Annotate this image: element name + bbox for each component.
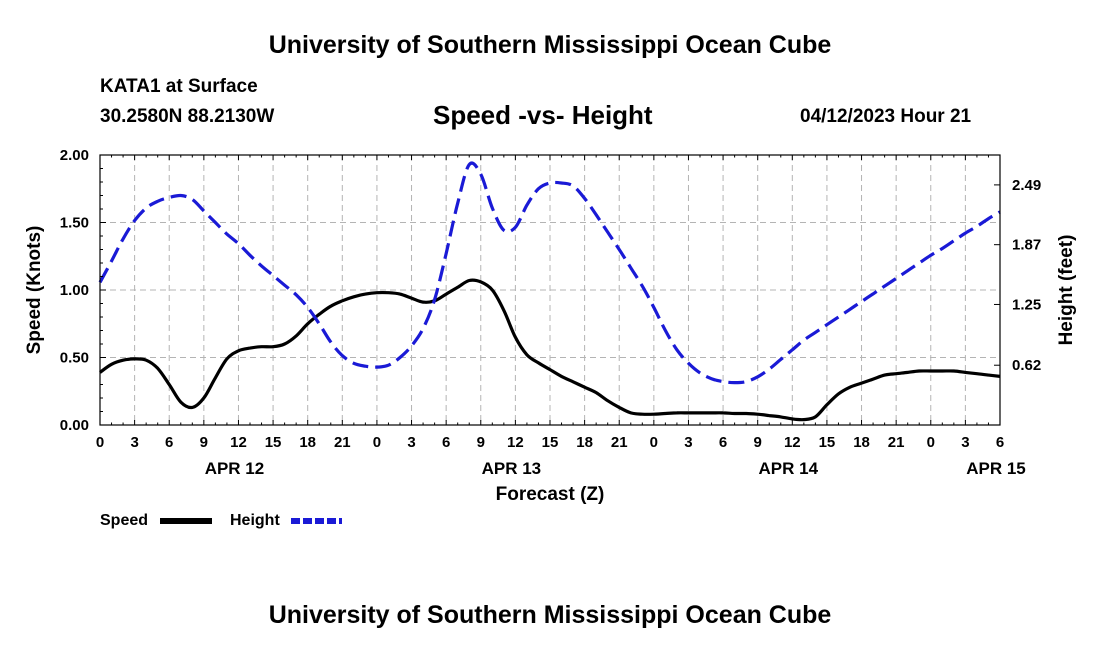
x-tick-label: 18 — [576, 434, 593, 451]
legend: Speed Height — [100, 512, 342, 529]
y-left-tick-label: 0.00 — [60, 417, 89, 434]
station-coords: 30.2580N 88.2130W — [100, 106, 275, 127]
y-right-tick-label: 0.62 — [1012, 357, 1041, 374]
x-tick-label: 18 — [299, 434, 316, 451]
x-tick-label: 0 — [927, 434, 935, 451]
x-tick-label: 12 — [230, 434, 247, 451]
x-tick-label: 15 — [265, 434, 282, 451]
x-tick-label: 21 — [334, 434, 351, 451]
legend-height-label: Height — [230, 512, 280, 529]
y-right-tick-label: 1.25 — [1012, 296, 1041, 313]
x-tick-label: 3 — [961, 434, 969, 451]
speed-height-chart: 0 3 6 9 12 15 18 21 0 3 6 9 12 15 18 21 0 3 6 9 12 15 18 21 0 3 6 A… — [24, 147, 1077, 529]
x-axis-label: Forecast (Z) — [496, 484, 605, 505]
x-tick-label: 9 — [477, 434, 485, 451]
x-tick-label: 12 — [784, 434, 801, 451]
date-label: APR 15 — [966, 459, 1026, 478]
y-right-tick-label: 1.87 — [1012, 237, 1041, 254]
y-axis-left-label: Speed (Knots) — [24, 226, 45, 355]
x-tick-label: 6 — [165, 434, 173, 451]
x-tick-label: 6 — [996, 434, 1004, 451]
x-tick-label: 15 — [819, 434, 836, 451]
series-line-height — [98, 161, 1001, 385]
series-line-speed — [99, 278, 1001, 422]
y-left-tick-label: 1.50 — [60, 215, 89, 232]
x-tick-label: 21 — [888, 434, 905, 451]
date-label: APR 13 — [482, 459, 542, 478]
series-layer — [98, 161, 1001, 422]
x-tick-label: 0 — [373, 434, 381, 451]
y-left-tick-label: 0.50 — [60, 350, 89, 367]
x-tick-label: 0 — [96, 434, 104, 451]
x-tick-label: 3 — [684, 434, 692, 451]
date-label: APR 12 — [205, 459, 265, 478]
date-label: APR 14 — [759, 459, 819, 478]
grid — [100, 155, 1000, 425]
x-tick-label: 6 — [442, 434, 450, 451]
y-right-tick-label: 2.49 — [1012, 177, 1041, 194]
y-left-tick-label: 2.00 — [60, 147, 89, 164]
x-tick-label: 9 — [754, 434, 762, 451]
legend-speed-label: Speed — [100, 512, 148, 529]
forecast-datetime: 04/12/2023 Hour 21 — [800, 106, 972, 127]
x-tick-label: 3 — [130, 434, 138, 451]
x-tick-label: 9 — [200, 434, 208, 451]
axes: 0 3 6 9 12 15 18 21 0 3 6 9 12 15 18 21 0 3 6 9 12 15 18 21 0 3 6 A… — [60, 147, 1041, 478]
x-tick-label: 6 — [719, 434, 727, 451]
y-axis-right-label: Height (feet) — [1056, 235, 1077, 346]
chart-title: Speed -vs- Height — [433, 100, 653, 130]
x-tick-label: 12 — [507, 434, 524, 451]
x-tick-label: 21 — [611, 434, 628, 451]
x-tick-label: 15 — [542, 434, 559, 451]
x-tick-label: 0 — [650, 434, 658, 451]
page-title: University of Southern Mississippi Ocean… — [268, 31, 832, 59]
footer-title: University of Southern Mississippi Ocean… — [268, 601, 832, 629]
x-tick-label: 3 — [407, 434, 415, 451]
x-tick-label: 18 — [853, 434, 870, 451]
y-left-tick-label: 1.00 — [60, 282, 89, 299]
station-label: KATA1 at Surface — [100, 76, 258, 97]
